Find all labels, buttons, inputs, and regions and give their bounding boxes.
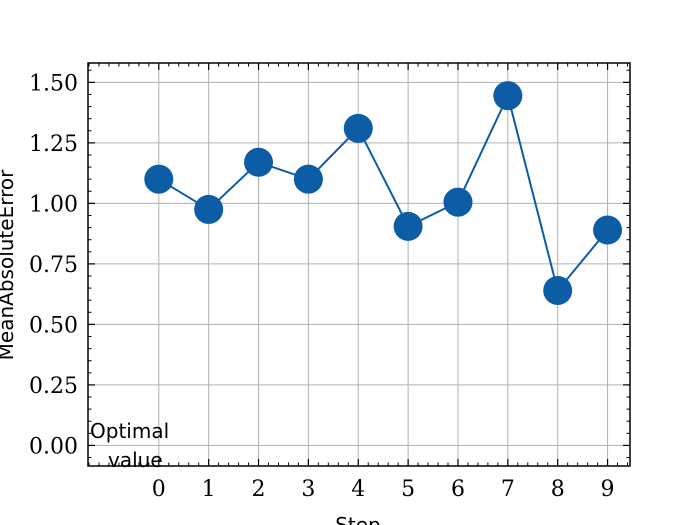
y-tick-label: 1.50 [29, 71, 78, 96]
y-tick-label: 0.75 [29, 253, 78, 278]
x-tick-label: 3 [301, 477, 315, 502]
optimal-annotation-line1: Optimal [90, 419, 169, 443]
data-point [593, 215, 623, 245]
x-tick-label: 2 [252, 477, 266, 502]
grid [88, 63, 630, 466]
x-axis-label: Step [335, 513, 381, 525]
y-tick-label: 0.00 [29, 434, 78, 459]
data-point [293, 164, 323, 194]
y-tick-label: 0.50 [29, 313, 78, 338]
y-tick-label: 1.00 [29, 192, 78, 217]
data-point [194, 194, 224, 224]
data-point [493, 81, 523, 111]
data-point [443, 187, 473, 217]
series-line [158, 92, 609, 293]
x-tick-label: 1 [202, 477, 216, 502]
data-point [244, 147, 274, 177]
x-tick-label: 6 [451, 477, 465, 502]
x-tick-label: 8 [551, 477, 565, 502]
plot-frame [87, 62, 631, 467]
y-axis-label: MeanAbsoluteError [0, 169, 18, 360]
data-point [543, 276, 573, 306]
series-group [144, 81, 623, 306]
optimal-annotation-line2: value [108, 448, 163, 472]
y-tick-label: 0.25 [29, 374, 78, 399]
x-tick-label: 0 [152, 477, 166, 502]
x-tick-label: 9 [601, 477, 615, 502]
data-point [144, 164, 174, 194]
y-tick-label: 1.25 [29, 132, 78, 157]
tick-labels: 0 1 2 3 4 5 6 7 8 9 0.00 0.25 0.50 0.75 1.00 1.25 1.50 [29, 71, 615, 502]
data-point [343, 113, 373, 143]
x-tick-label: 7 [501, 477, 515, 502]
x-tick-label: 4 [351, 477, 365, 502]
data-point [393, 211, 423, 241]
x-tick-label: 5 [401, 477, 415, 502]
